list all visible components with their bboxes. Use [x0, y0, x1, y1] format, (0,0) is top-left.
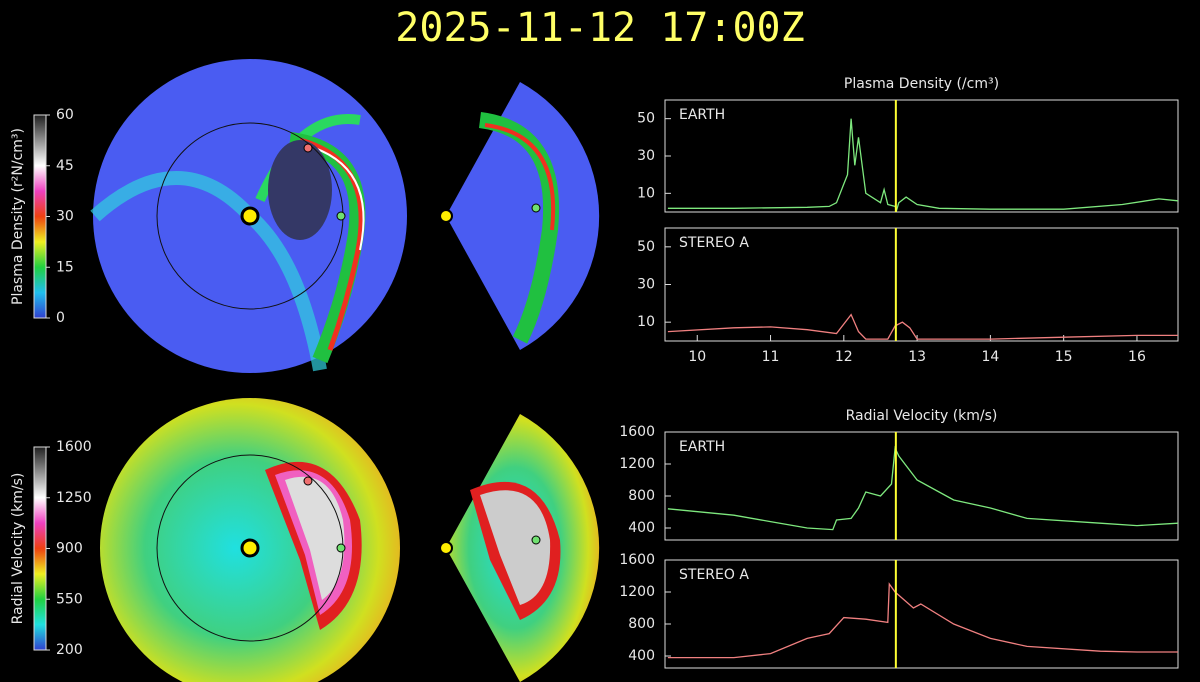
colorbar-tick-label: 30 — [56, 209, 74, 225]
chart-title: Plasma Density (/cm³) — [844, 76, 999, 92]
series-label: EARTH — [679, 107, 725, 123]
series-label: EARTH — [679, 439, 725, 455]
x-tick-label: 12 — [835, 349, 853, 365]
y-tick-label: 800 — [628, 616, 655, 632]
series-label: STEREO A — [679, 567, 749, 583]
y-tick-label: 30 — [637, 148, 655, 164]
y-tick-label: 400 — [628, 520, 655, 536]
title: 2025-11-12 17:00Z — [395, 5, 804, 51]
colorbar — [33, 446, 47, 651]
plot-frame — [664, 431, 1179, 541]
colorbar-tick-label: 0 — [56, 310, 65, 326]
y-tick-label: 1200 — [619, 456, 655, 472]
series-line — [667, 118, 1179, 213]
colorbar-tick-label: 550 — [56, 591, 83, 607]
colorbar-tick-label: 1600 — [56, 439, 92, 455]
y-tick-label: 30 — [637, 277, 655, 293]
y-tick-label: 800 — [628, 488, 655, 504]
velocity-map — [100, 398, 600, 682]
series-line — [667, 313, 1178, 340]
colorbar-tick-label: 60 — [56, 107, 74, 123]
colorbar-tick-label: 15 — [56, 259, 74, 275]
x-tick-label: 15 — [1055, 349, 1073, 365]
y-tick-label: 10 — [637, 314, 655, 330]
y-tick-label: 1200 — [619, 584, 655, 600]
y-tick-label: 10 — [637, 185, 655, 201]
colorbar-tick-label: 1250 — [56, 490, 92, 506]
colorbar — [33, 114, 47, 319]
colorbar-tick-label: 200 — [56, 642, 83, 658]
y-tick-label: 50 — [637, 111, 655, 127]
x-tick-label: 16 — [1128, 349, 1146, 365]
y-tick-label: 1600 — [619, 424, 655, 440]
series-line — [667, 445, 1179, 531]
colorbar-tick-label: 45 — [56, 158, 74, 174]
y-tick-label: 1600 — [619, 552, 655, 568]
x-tick-label: 11 — [762, 349, 780, 365]
plot-frame — [664, 227, 1179, 342]
y-tick-label: 50 — [637, 239, 655, 255]
plot-frame — [664, 99, 1179, 213]
y-tick-label: 400 — [628, 648, 655, 664]
x-tick-label: 13 — [908, 349, 926, 365]
x-tick-label: 14 — [981, 349, 999, 365]
density-map — [90, 59, 600, 373]
series-label: STEREO A — [679, 235, 749, 251]
plot-frame — [664, 559, 1179, 669]
series-line — [667, 582, 1178, 659]
chart-title: Radial Velocity (km/s) — [846, 408, 998, 424]
colorbar-label: Radial Velocity (km/s) — [10, 473, 26, 625]
colorbar-label: Plasma Density (r²N/cm³) — [10, 128, 26, 305]
x-tick-label: 10 — [688, 349, 706, 365]
colorbar-tick-label: 900 — [56, 541, 83, 557]
